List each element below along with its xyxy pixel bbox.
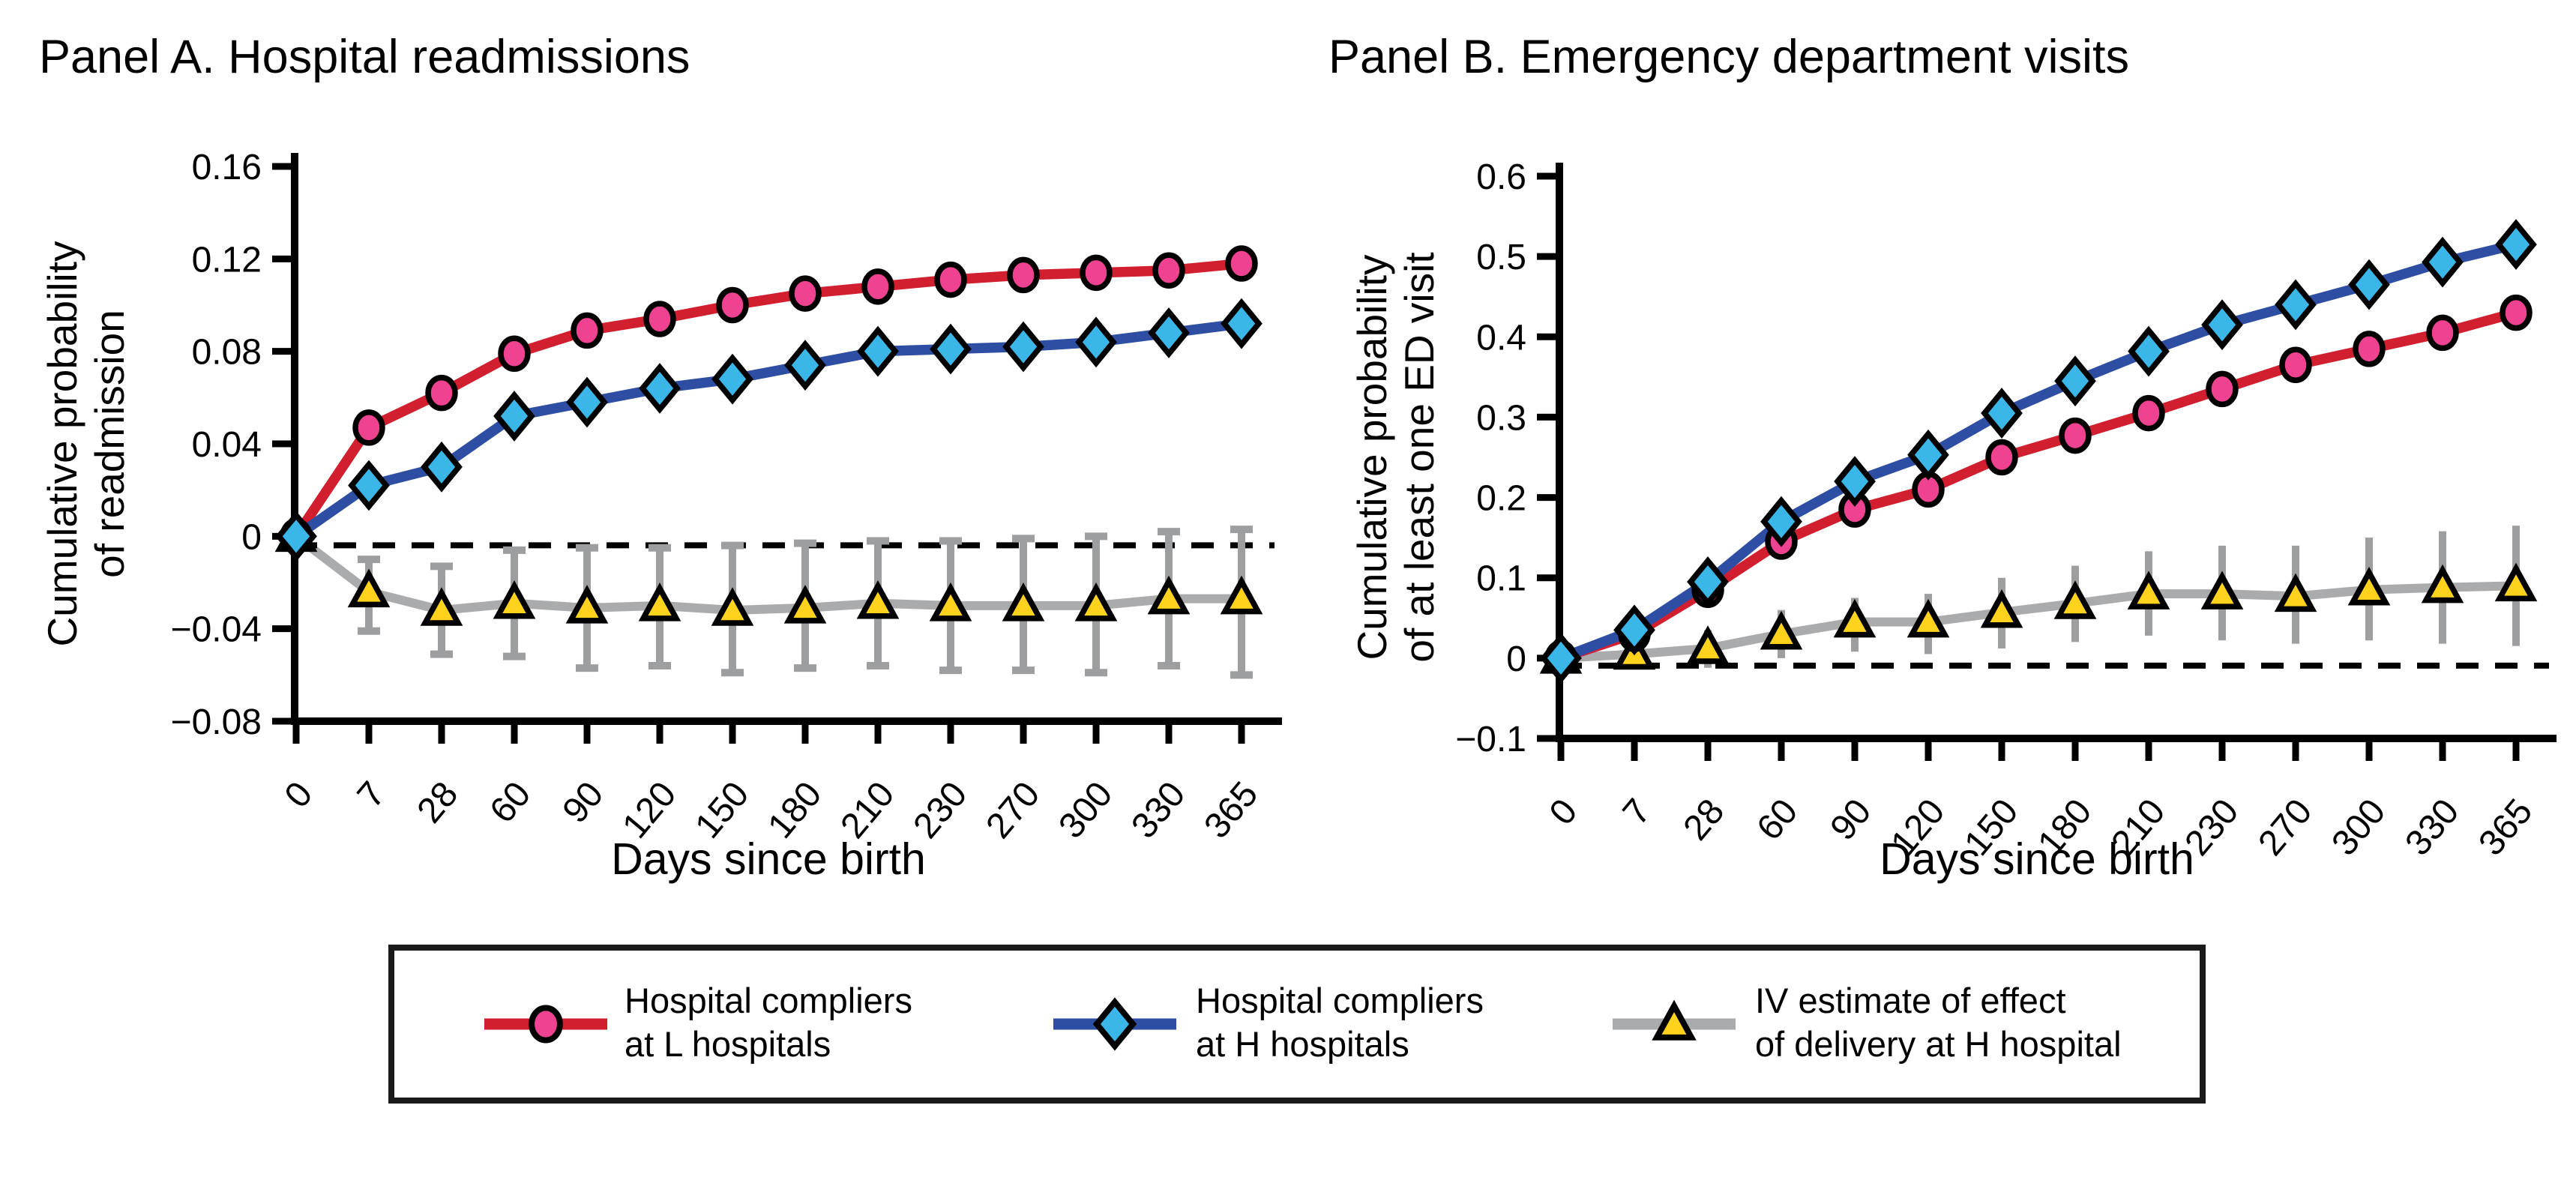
legend-label-l-hospitals-line2: at L hospitals xyxy=(625,1024,831,1064)
legend-label-l-hospitals-line1: Hospital compliers xyxy=(625,981,912,1020)
svg-text:7: 7 xyxy=(1616,792,1659,833)
svg-text:60: 60 xyxy=(483,774,539,831)
svg-text:0.4: 0.4 xyxy=(1476,318,1526,358)
svg-text:365: 365 xyxy=(2471,792,2540,863)
svg-text:0.1: 0.1 xyxy=(1476,559,1526,599)
legend-marker-l-hospitals-circle-icon xyxy=(484,1005,607,1044)
legend-marker-iv-estimate-triangle-icon xyxy=(1613,999,1736,1041)
svg-text:0.04: 0.04 xyxy=(192,425,262,465)
svg-text:−0.04: −0.04 xyxy=(171,610,262,650)
legend-label-iv-estimate-line2: of delivery at H hospital xyxy=(1755,1024,2122,1064)
svg-text:0: 0 xyxy=(1542,792,1586,833)
legend: Hospital compliers at L hospitals Hospit… xyxy=(388,945,2206,1104)
svg-text:−0.1: −0.1 xyxy=(1455,720,1526,759)
svg-text:0: 0 xyxy=(277,774,321,816)
legend-label-iv-estimate: IV estimate of effect of delivery at H h… xyxy=(1755,979,2122,1066)
panel-b-title: Panel B. Emergency department visits xyxy=(1328,31,2129,83)
svg-text:0.6: 0.6 xyxy=(1476,157,1526,197)
svg-text:0.16: 0.16 xyxy=(192,148,262,187)
svg-text:7: 7 xyxy=(350,774,394,816)
panel-b-plot: 0.60.50.40.30.20.10−0.10 7 28 60 90 120 150 180… xyxy=(1455,157,2557,863)
svg-text:0: 0 xyxy=(1506,639,1526,679)
legend-label-iv-estimate-line1: IV estimate of effect xyxy=(1755,981,2066,1020)
panel-b-x-axis-label: Days since birth xyxy=(1880,834,2194,884)
svg-text:365: 365 xyxy=(1197,774,1266,846)
svg-text:0: 0 xyxy=(241,517,262,557)
svg-text:0.2: 0.2 xyxy=(1476,479,1526,519)
svg-text:0.5: 0.5 xyxy=(1476,238,1526,277)
legend-label-h-hospitals-line1: Hospital compliers xyxy=(1196,981,1484,1020)
svg-text:28: 28 xyxy=(410,774,466,831)
legend-marker-h-hospitals-diamond-icon xyxy=(1053,997,1176,1051)
legend-label-l-hospitals: Hospital compliers at L hospitals xyxy=(625,979,912,1066)
legend-label-h-hospitals-line2: at H hospitals xyxy=(1196,1024,1409,1064)
svg-text:90: 90 xyxy=(556,774,612,831)
panel-a-x-axis-label: Days since birth xyxy=(611,834,926,884)
svg-text:0.08: 0.08 xyxy=(192,333,262,373)
svg-text:0.12: 0.12 xyxy=(192,240,262,280)
svg-text:0.3: 0.3 xyxy=(1476,398,1526,438)
svg-text:−0.08: −0.08 xyxy=(171,702,262,742)
panel-a-title: Panel A. Hospital readmissions xyxy=(39,31,690,83)
panel-a-plot: 0.160.120.080.040−0.04−0.080 7 28 60 90 120 15… xyxy=(171,148,1282,846)
legend-label-h-hospitals: Hospital compliers at H hospitals xyxy=(1196,979,1484,1066)
